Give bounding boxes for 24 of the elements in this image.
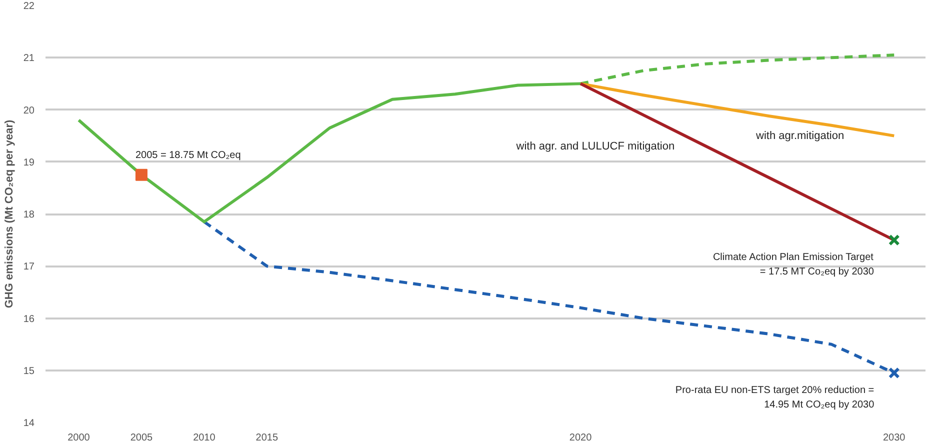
y-tick-label: 18	[23, 210, 35, 220]
y-tick-label: 15	[23, 366, 35, 377]
series-label: with agr. and LULUCF mitigation	[515, 140, 675, 153]
y-tick-label: 14	[23, 418, 35, 429]
series-label: with agr.mitigation	[755, 130, 844, 142]
y-axis-title: GHG emissions (Mt CO₂eq per year)	[3, 120, 16, 308]
point	[888, 367, 900, 379]
y-tick-label: 16	[23, 314, 35, 325]
annotation: 2005 = 18.75 Mt CO₂eq	[135, 150, 241, 161]
annotation: Pro-rata EU non-ETS target 20% reduction = 14.95 Mt CO₂eq by 2030	[675, 384, 875, 410]
y-tick-label: 17	[23, 262, 35, 273]
x-tick-label: 2010	[193, 432, 216, 443]
annotation: Climate Action Plan Emission Target = 17.5 MT Co₂eq by 2030	[712, 252, 874, 278]
x-tick-label: 2020	[569, 432, 592, 443]
y-tick-label: 20	[23, 105, 35, 116]
x-tick-label: 2005	[130, 432, 154, 443]
point	[135, 168, 148, 181]
x-tick-label: 2000	[68, 432, 90, 443]
x-tick-label: 2015	[256, 432, 278, 443]
y-tick-label: 19	[23, 157, 35, 168]
y-tick-label: 22	[23, 1, 35, 12]
y-tick-label: 21	[23, 53, 35, 64]
x-tick-label: 2030	[883, 432, 906, 443]
point	[888, 234, 900, 246]
